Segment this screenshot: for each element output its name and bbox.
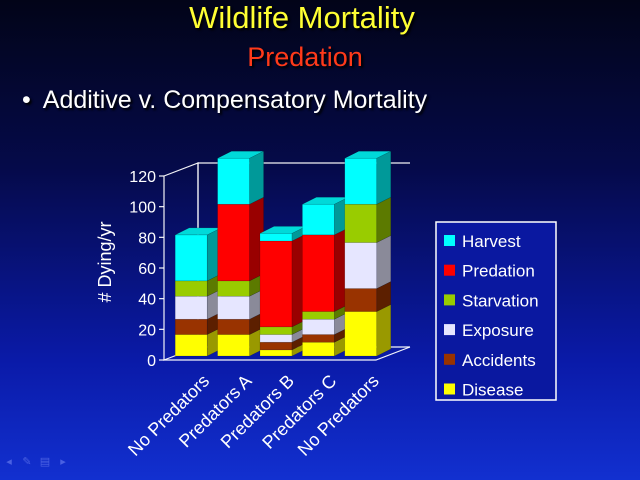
bar-exposure-4 [302,318,335,335]
y-tick-label: 20 [138,322,156,339]
bar-starvation-2 [217,280,250,297]
bar-accidents-2 [217,318,250,335]
legend-swatch-harvest [444,235,455,246]
pen-icon[interactable]: ✎ [22,456,32,468]
prev-slide-icon[interactable]: ◂ [6,456,12,468]
bar-exposure-5 [344,242,378,289]
slide-nav-controls[interactable]: ◂ ✎ ▤ ▸ [2,456,70,468]
bar-accidents-3 [259,341,293,351]
bar-starvation-5-side [376,196,392,243]
legend-swatch-disease [444,383,455,395]
legend-label-disease: Disease [462,381,523,400]
bar-disease-4 [302,341,335,357]
legend-label-predation: Predation [462,262,535,281]
y-tick-label: 100 [129,200,156,217]
bar-starvation-4 [302,311,335,320]
legend-swatch-accidents [444,353,455,365]
bar-disease-5-side [376,304,392,357]
menu-icon[interactable]: ▤ [39,456,51,468]
legend-label-harvest: Harvest [462,232,521,251]
bar-starvation-3 [259,326,293,335]
y-axis-label: # Dying/yr [95,221,115,302]
slide-subtitle: Predation [247,42,363,72]
bar-starvation-5 [344,203,378,243]
bar-top-2 [217,150,264,159]
bar-harvest-5-side [376,150,392,205]
bar-accidents-4 [302,334,335,343]
legend-swatch-starvation [444,294,455,306]
bar-top-5 [344,150,391,159]
bullet-glyph: • [22,86,31,114]
bar-harvest-4 [302,203,335,236]
next-slide-icon[interactable]: ▸ [60,456,66,468]
slide-title: Wildlife Mortality [189,0,415,35]
bar-starvation-1 [174,280,208,297]
legend-label-exposure: Exposure [462,321,534,340]
bar-harvest-2-side [249,150,264,205]
bar-exposure-2 [217,295,250,320]
bar-disease-2 [217,334,250,357]
bar-harvest-1 [174,234,208,282]
bar-accidents-5 [344,288,378,312]
y-tick-label: 120 [129,169,156,186]
legend-swatch-exposure [444,324,455,336]
y-tick-label: 80 [138,230,156,247]
y-tick-label: 40 [138,292,156,309]
legend-swatch-predation [444,264,455,276]
chart-legend [435,221,557,401]
bar-harvest-2 [217,157,250,205]
bar-disease-1 [174,334,208,357]
y-tick-label: 0 [147,353,156,370]
bar-accidents-1 [174,318,208,335]
bullet-text: Additive v. Compensatory Mortality [42,86,428,114]
chart-floor [164,346,411,361]
bar-disease-5 [344,311,378,357]
y-tick-label: 60 [138,261,156,278]
bar-predation-4 [302,234,335,312]
bar-exposure-3 [259,334,293,343]
bar-harvest-5 [344,157,378,205]
bar-harvest-3 [259,233,293,242]
legend-label-starvation: Starvation [462,291,539,310]
legend-label-accidents: Accidents [462,351,536,370]
bar-predation-3 [259,240,293,328]
bullet-point: • Additive v. Compensatory Mortality [22,86,427,115]
bar-exposure-5-side [376,235,392,289]
bar-disease-3 [259,349,293,357]
bar-exposure-1 [174,295,208,320]
bar-predation-2 [217,203,250,282]
